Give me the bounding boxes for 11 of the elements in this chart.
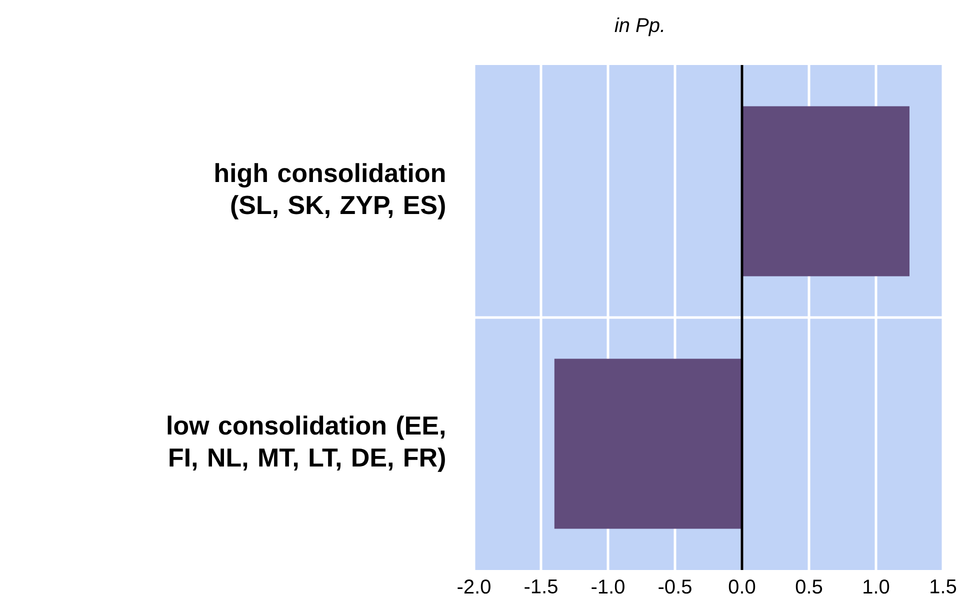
- x-tick-label: 1.0: [864, 580, 890, 594]
- chart-title: in Pp.: [614, 17, 664, 36]
- x-tick-label: 0.0: [728, 580, 756, 594]
- x-tick-label: 1.5: [930, 580, 956, 594]
- x-tick-label: 0.5: [796, 580, 822, 594]
- x-tick-label: -2.0: [458, 580, 490, 594]
- x-tick-label: -0.5: [658, 580, 692, 594]
- x-tick-label: -1.0: [592, 580, 624, 594]
- y-tick-label: high consolidation (SL, SK, ZYP, ES): [215, 163, 445, 220]
- x-tick-label: -1.5: [524, 580, 558, 594]
- y-tick-label: low consolidation (EE, FI, NL, MT, LT, DE, FR): [168, 416, 445, 472]
